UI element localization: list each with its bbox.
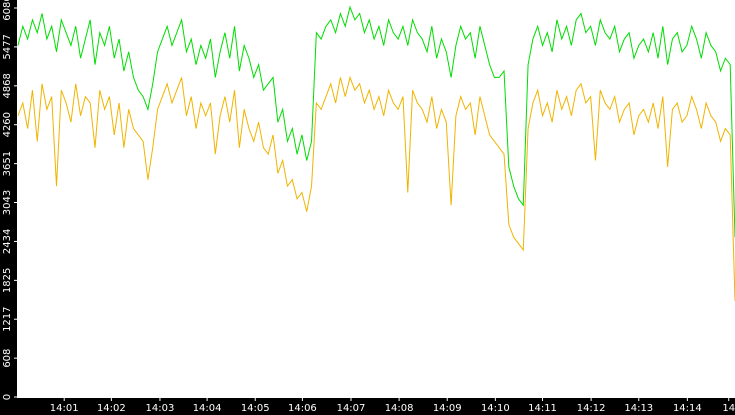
x-axis-band [0, 398, 735, 415]
x-tick-label: 14:01 [50, 403, 79, 414]
x-tick-label: 14:06 [288, 403, 317, 414]
x-tick-label: 14:03 [146, 403, 175, 414]
y-tick-label: 4260 [2, 112, 13, 137]
y-tick-label: 5477 [2, 34, 13, 59]
x-tick-label: 14:04 [193, 403, 222, 414]
x-tick-label: 14:09 [433, 403, 462, 414]
x-tick-label: 14:10 [481, 403, 510, 414]
y-tick-label: 4868 [2, 73, 13, 98]
y-tick-label: 1825 [2, 268, 13, 293]
x-tick-label: 14:02 [97, 403, 126, 414]
x-tick-label: 14:11 [528, 403, 557, 414]
x-tick-label: 14:14 [673, 403, 702, 414]
y-tick-label: 3043 [2, 190, 13, 215]
y-tick-label: 3651 [2, 151, 13, 176]
y-tick-label: 6086 [2, 0, 13, 21]
y-tick-label: 1217 [2, 306, 13, 331]
x-tick-label: 14:07 [337, 403, 366, 414]
x-tick-label: 14 [722, 403, 735, 414]
series-line [17, 75, 735, 302]
y-axis-band [0, 0, 17, 415]
y-tick-label: 0 [2, 394, 13, 400]
x-tick-label: 14:13 [624, 403, 653, 414]
x-tick-label: 14:05 [241, 403, 270, 414]
x-tick-label: 14:12 [577, 403, 606, 414]
series-line [17, 5, 735, 238]
y-tick-label: 2434 [2, 229, 13, 254]
x-tick-label: 14:08 [385, 403, 414, 414]
y-tick-label: 608 [2, 349, 13, 368]
